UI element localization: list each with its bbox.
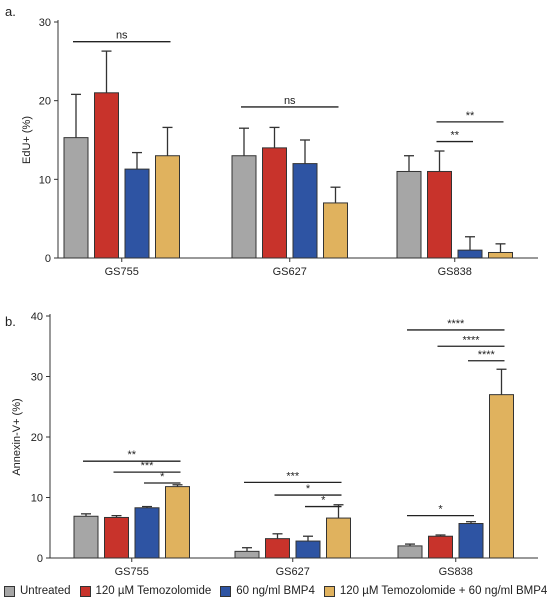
legend-label-untreated: Untreated bbox=[20, 585, 71, 597]
legend-label-combination: 120 µM Temozolomide + 60 ng/ml BMP4 bbox=[339, 585, 548, 597]
bar bbox=[323, 202, 348, 259]
legend-label-bmp4: 60 ng/ml BMP4 bbox=[236, 585, 315, 597]
bar bbox=[155, 155, 180, 259]
bar bbox=[73, 515, 99, 559]
panel-label: b. bbox=[5, 314, 16, 329]
legend-swatch-combination bbox=[323, 585, 335, 597]
significance-label: ns bbox=[116, 30, 128, 42]
bar bbox=[427, 170, 452, 259]
significance-label: **** bbox=[447, 318, 465, 330]
panel-label: a. bbox=[5, 4, 16, 19]
significance-label: *** bbox=[286, 470, 300, 482]
y-axis-title: Annexin-V+ (%) bbox=[11, 398, 23, 475]
legend-swatch-untreated bbox=[4, 585, 15, 597]
bar bbox=[94, 92, 119, 259]
legend-item-combination: 120 µM Temozolomide + 60 ng/ml BMP4 bbox=[323, 585, 548, 597]
y-tick-label: 40 bbox=[31, 311, 43, 323]
bar bbox=[124, 168, 150, 259]
legend: Untreated 120 µM Temozolomide 60 ng/ml B… bbox=[4, 583, 550, 599]
category-label: GS838 bbox=[438, 266, 472, 278]
bar bbox=[265, 538, 290, 559]
legend-label-temozolomide: 120 µM Temozolomide bbox=[95, 585, 212, 597]
bar bbox=[165, 486, 190, 559]
category-label: GS627 bbox=[273, 266, 307, 278]
bar bbox=[326, 517, 351, 559]
significance-label: ** bbox=[466, 110, 475, 122]
significance-label: ns bbox=[284, 95, 296, 107]
significance-label: **** bbox=[462, 334, 480, 346]
category-label: GS838 bbox=[439, 566, 473, 578]
panel-a-edu-chart: a. EdU+ (%) 0 10 20 30 GS755 GS627 GS838 ns ns ** ** bbox=[5, 4, 538, 278]
bar bbox=[63, 137, 89, 259]
legend-item-temozolomide: 120 µM Temozolomide bbox=[79, 585, 212, 597]
y-tick-label: 0 bbox=[45, 253, 51, 265]
significance-label: *** bbox=[141, 460, 155, 472]
legend-item-bmp4: 60 ng/ml BMP4 bbox=[220, 585, 315, 597]
y-tick-label: 20 bbox=[31, 432, 43, 444]
y-tick-label: 30 bbox=[39, 17, 51, 29]
y-tick-label: 10 bbox=[39, 174, 51, 186]
y-tick-label: 10 bbox=[31, 493, 43, 505]
bar bbox=[397, 545, 423, 559]
category-label: GS755 bbox=[105, 266, 139, 278]
bar bbox=[428, 535, 453, 559]
legend-swatch-temozolomide bbox=[79, 585, 91, 597]
legend-swatch-bmp4 bbox=[220, 585, 232, 597]
bar bbox=[488, 251, 513, 259]
bar bbox=[231, 155, 257, 259]
panel-b-annexin-chart: b. Annexin-V+ (%) 0 10 20 30 40 GS755 GS627 GS838… bbox=[5, 311, 538, 578]
bar bbox=[457, 249, 483, 259]
bar bbox=[104, 516, 129, 559]
bar bbox=[292, 163, 318, 259]
legend-item-untreated: Untreated bbox=[4, 585, 71, 597]
bar bbox=[234, 550, 260, 559]
bar bbox=[134, 507, 160, 559]
significance-label: * bbox=[160, 471, 165, 483]
y-axis-title: EdU+ (%) bbox=[21, 116, 33, 164]
significance-label: ** bbox=[127, 449, 136, 461]
bar bbox=[396, 170, 422, 259]
y-tick-label: 20 bbox=[39, 96, 51, 108]
significance-label: ** bbox=[450, 130, 459, 142]
significance-label: **** bbox=[478, 349, 496, 361]
bar bbox=[489, 394, 514, 559]
bar bbox=[262, 147, 287, 259]
significance-label: * bbox=[321, 495, 326, 507]
category-label: GS627 bbox=[276, 566, 310, 578]
significance-label: * bbox=[306, 483, 311, 495]
y-tick-label: 30 bbox=[31, 372, 43, 384]
category-label: GS755 bbox=[115, 566, 149, 578]
y-tick-label: 0 bbox=[37, 553, 43, 565]
bar bbox=[458, 523, 484, 559]
significance-label: * bbox=[438, 504, 443, 516]
bar bbox=[295, 540, 321, 559]
